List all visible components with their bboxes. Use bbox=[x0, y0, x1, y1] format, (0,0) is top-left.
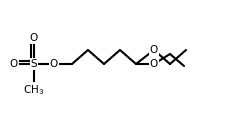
Text: O: O bbox=[149, 59, 158, 69]
Text: CH$_3$: CH$_3$ bbox=[23, 83, 44, 97]
Text: S: S bbox=[30, 59, 37, 69]
Text: O: O bbox=[30, 33, 38, 43]
Text: O: O bbox=[149, 45, 158, 55]
Text: O: O bbox=[10, 59, 18, 69]
Text: O: O bbox=[50, 59, 58, 69]
